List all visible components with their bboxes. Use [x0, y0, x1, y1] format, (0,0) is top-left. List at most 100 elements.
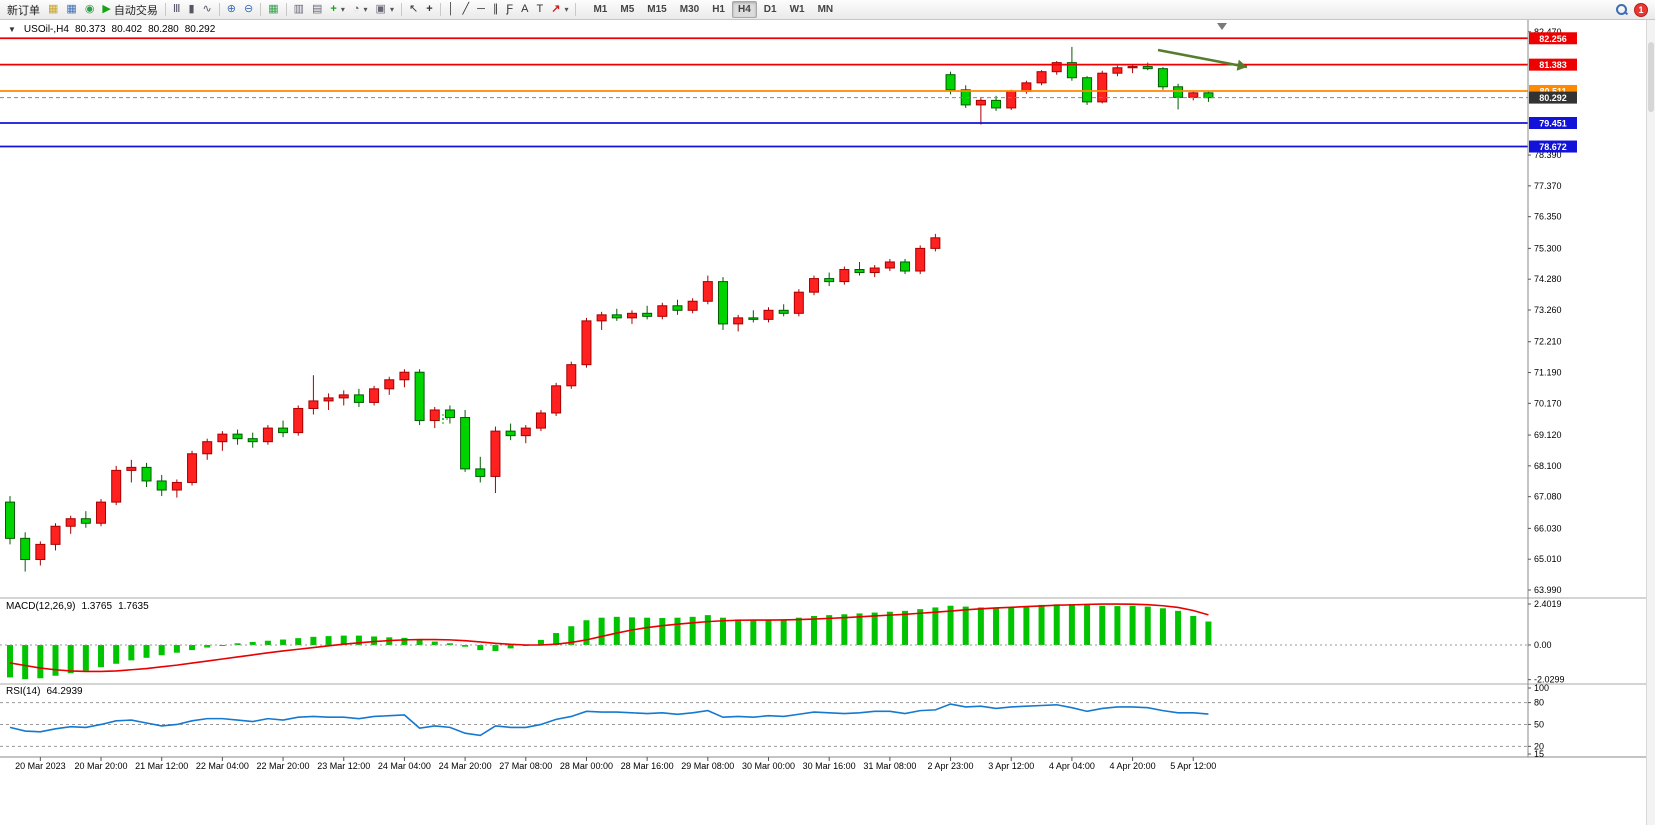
- line-chart-button[interactable]: ∿: [199, 1, 216, 19]
- crosshair-button[interactable]: +: [422, 1, 436, 19]
- cursor-button[interactable]: ↖: [405, 1, 422, 19]
- market-watch-icon: ▦: [48, 3, 59, 15]
- price-badge-80.292: [1529, 91, 1577, 104]
- svg-text:15: 15: [1534, 749, 1544, 759]
- svg-text:82.256: 82.256: [1539, 34, 1567, 44]
- timeframe-m1[interactable]: M1: [593, 4, 608, 15]
- svg-text:20 Mar 2023: 20 Mar 2023: [15, 761, 66, 771]
- svg-text:30 Mar 16:00: 30 Mar 16:00: [803, 761, 856, 771]
- svg-text:2.4019: 2.4019: [1534, 599, 1562, 609]
- timeframe-m30[interactable]: M30: [679, 4, 700, 15]
- arrange-vertical-button[interactable]: ▥: [290, 1, 308, 19]
- svg-text:2 Apr 23:00: 2 Apr 23:00: [928, 761, 974, 771]
- trendline-button[interactable]: ╱: [459, 1, 474, 19]
- fibonacci-button[interactable]: Ƒ: [502, 1, 517, 19]
- crosshair-icon: +: [426, 3, 433, 15]
- zoom-out-button[interactable]: ⊖: [240, 1, 257, 19]
- arrange-cascade-icon: ▤: [312, 3, 323, 15]
- search-icon[interactable]: [1615, 3, 1628, 16]
- svg-text:63.990: 63.990: [1534, 585, 1562, 595]
- scrollbar-thumb[interactable]: [1648, 42, 1654, 112]
- channel-icon: ∥: [492, 3, 499, 15]
- timeframe-m15[interactable]: M15: [647, 4, 667, 15]
- svg-text:78.390: 78.390: [1534, 150, 1562, 160]
- autotrading-button[interactable]: ▶ 自动交易: [98, 1, 161, 19]
- chevron-down-icon[interactable]: ▾: [363, 5, 368, 14]
- svg-text:24 Mar 04:00: 24 Mar 04:00: [378, 761, 431, 771]
- notification-badge[interactable]: 1: [1634, 2, 1648, 17]
- bar-chart-button[interactable]: Ⅲ: [169, 1, 185, 19]
- price-chart-canvas[interactable]: 82.470 78.390 77.370 76.350 75.300 74.280 73.2…: [0, 20, 1655, 825]
- timeframe-mn[interactable]: MN: [817, 4, 834, 15]
- svg-text:3 Apr 12:00: 3 Apr 12:00: [988, 761, 1034, 771]
- equidistant-channel-button[interactable]: ∥: [489, 1, 503, 19]
- market-watch-button[interactable]: ▦: [44, 1, 62, 19]
- chart-shift-marker-icon[interactable]: [1217, 23, 1227, 30]
- candlestick-series: [5, 46, 1214, 572]
- time-axis[interactable]: 20 Mar 2023 20 Mar 20:00 21 Mar 12:00 22 Ma…: [15, 757, 1216, 771]
- vertical-scrollbar[interactable]: [1646, 20, 1655, 825]
- svg-text:23 Mar 12:00: 23 Mar 12:00: [317, 761, 370, 771]
- svg-text:72.210: 72.210: [1534, 337, 1562, 347]
- svg-text:0.00: 0.00: [1534, 640, 1552, 650]
- svg-text:27 Mar 08:00: 27 Mar 08:00: [499, 761, 552, 771]
- timeframe-toolbar: M1 M5 M15 M30 H1 H4 D1 W1 MN: [587, 1, 839, 18]
- text-icon: A: [521, 3, 529, 15]
- chart-area[interactable]: 82.470 78.390 77.370 76.350 75.300 74.280 73.2…: [0, 20, 1655, 825]
- cursor-icon: ↖: [408, 3, 419, 15]
- svg-text:77.370: 77.370: [1534, 181, 1562, 191]
- arrange-cascade-button[interactable]: ▤: [308, 1, 326, 19]
- candlestick-chart-button[interactable]: ▮: [184, 1, 198, 19]
- trend-arrow-annotation[interactable]: [1157, 48, 1248, 69]
- line-chart-icon: ∿: [202, 3, 212, 15]
- tile-windows-button[interactable]: ▦: [264, 1, 282, 19]
- zoom-in-button[interactable]: ⊕: [223, 1, 240, 19]
- arrow-object-icon: ↗: [551, 3, 561, 15]
- text-label-button[interactable]: T: [533, 1, 548, 19]
- toolbar-separator: [260, 3, 262, 16]
- arrows-button[interactable]: ↗ ▾: [547, 1, 572, 19]
- play-icon: ▶: [102, 3, 111, 15]
- chevron-down-icon[interactable]: ▾: [340, 5, 345, 14]
- new-chart-button[interactable]: + ▾: [326, 1, 348, 19]
- toolbar-separator: [218, 3, 220, 16]
- svg-text:21 Mar 12:00: 21 Mar 12:00: [135, 761, 188, 771]
- svg-text:71.190: 71.190: [1534, 368, 1562, 378]
- svg-text:68.100: 68.100: [1534, 461, 1562, 471]
- periods-button[interactable]: ◔ ▾: [349, 1, 372, 19]
- vertical-line-button[interactable]: │: [444, 1, 459, 19]
- chevron-down-icon[interactable]: ▾: [564, 5, 569, 14]
- svg-text:79.451: 79.451: [1539, 119, 1567, 129]
- one-click-trading-toggle-icon[interactable]: ▼: [8, 25, 16, 34]
- svg-text:31 Mar 08:00: 31 Mar 08:00: [863, 761, 916, 771]
- price-axis[interactable]: 82.470 78.390 77.370 76.350 75.300 74.280 73.2…: [1528, 27, 1562, 595]
- timeframe-w1[interactable]: W1: [789, 4, 805, 15]
- navigator-button[interactable]: ◉: [81, 1, 99, 19]
- svg-text:30 Mar 00:00: 30 Mar 00:00: [742, 761, 795, 771]
- svg-text:4 Apr 04:00: 4 Apr 04:00: [1049, 761, 1095, 771]
- svg-text:100: 100: [1534, 683, 1549, 693]
- toolbar-right-group: 1: [1615, 2, 1652, 17]
- horizontal-line-button[interactable]: ─: [473, 1, 489, 19]
- svg-text:80: 80: [1534, 698, 1544, 708]
- templates-button[interactable]: ▣ ▾: [372, 1, 398, 19]
- data-window-button[interactable]: ▦: [62, 1, 80, 19]
- timeframe-h1[interactable]: H1: [712, 4, 725, 15]
- macd-panel: 2.4019 0.00 -2.0299: [0, 599, 1565, 685]
- new-order-button[interactable]: 新订单: [3, 1, 44, 19]
- text-button[interactable]: A: [517, 1, 532, 19]
- timeframe-h4[interactable]: H4: [731, 1, 757, 18]
- toolbar-separator: [400, 3, 402, 16]
- svg-text:4 Apr 20:00: 4 Apr 20:00: [1110, 761, 1156, 771]
- zoom-in-icon: ⊕: [226, 3, 236, 15]
- svg-text:70.170: 70.170: [1534, 398, 1562, 408]
- timeframe-d1[interactable]: D1: [763, 4, 777, 15]
- svg-text:28 Mar 00:00: 28 Mar 00:00: [560, 761, 613, 771]
- toolbar-separator: [285, 3, 287, 16]
- chevron-down-icon[interactable]: ▾: [389, 5, 394, 14]
- toolbar-separator: [439, 3, 441, 16]
- timeframe-m5[interactable]: M5: [620, 4, 635, 15]
- svg-text:75.300: 75.300: [1534, 243, 1562, 253]
- fibonacci-icon: Ƒ: [506, 3, 514, 15]
